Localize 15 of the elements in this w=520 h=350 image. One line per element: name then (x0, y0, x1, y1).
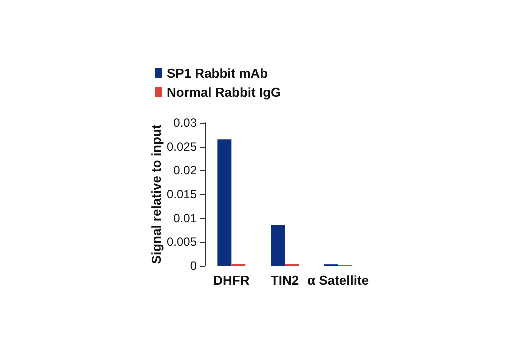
y-tick-label: 0.015 (166, 188, 198, 202)
y-tick-label: 0.01 (174, 211, 198, 226)
bar (271, 225, 285, 266)
y-tick-label: 0.005 (166, 235, 198, 250)
legend-label: Normal Rabbit IgG (167, 85, 282, 100)
y-tick-label: 0.025 (166, 140, 198, 154)
y-axis-title: Signal relative to input (149, 124, 164, 264)
y-tick-label: 0.03 (174, 116, 198, 130)
legend-label: SP1 Rabbit mAb (167, 66, 268, 81)
bar (218, 140, 232, 266)
y-tick-label: 0.02 (174, 164, 198, 178)
y-tick-label: 0 (190, 259, 198, 273)
x-tick-label: α Satellite (308, 273, 370, 288)
x-tick-label: DHFR (214, 273, 250, 288)
x-tick-label: TIN2 (270, 273, 300, 288)
